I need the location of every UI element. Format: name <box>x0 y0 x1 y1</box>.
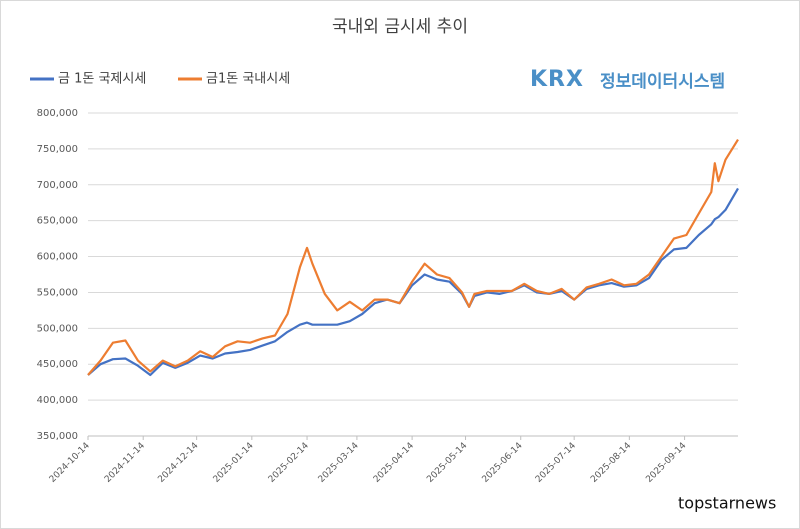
legend-label: 금 1돈 국제시세 <box>58 72 146 87</box>
y-tick-label: 650,000 <box>37 216 78 227</box>
y-tick-label: 400,000 <box>37 395 78 406</box>
legend-label: 금1돈 국내시세 <box>206 72 290 87</box>
y-tick-label: 450,000 <box>37 359 78 370</box>
chart-title: 국내외 금시세 추이 <box>332 17 468 37</box>
watermark: topstarnews <box>678 494 776 513</box>
y-tick-label: 550,000 <box>37 287 78 298</box>
y-tick-label: 700,000 <box>37 180 78 191</box>
y-tick-label: 600,000 <box>37 252 78 263</box>
y-tick-label: 500,000 <box>37 323 78 334</box>
logo-text: 정보데이터시스템 <box>600 72 725 92</box>
series-line <box>87 187 739 377</box>
y-tick-label: 350,000 <box>37 431 78 442</box>
y-tick-label: 800,000 <box>37 108 78 119</box>
y-tick-label: 750,000 <box>37 144 78 155</box>
logo: KRX <box>530 67 584 92</box>
series-line <box>87 139 739 376</box>
